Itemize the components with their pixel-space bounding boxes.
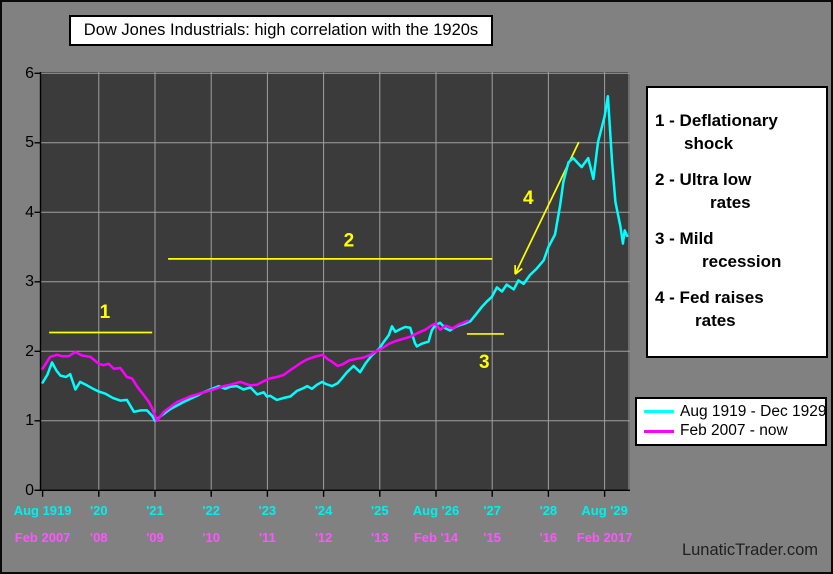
y-tick-label-1: 1	[25, 412, 34, 430]
x-tick-label-2000s-2: '09	[146, 530, 164, 545]
x-tick-label-1920s-4: '23	[258, 503, 277, 518]
series-line-2000s	[41, 319, 470, 423]
x-tick-label-2000s-6: '13	[371, 530, 389, 545]
x-tick-label-1920s-2: '21	[146, 503, 164, 518]
annotation-line1: 3 - Mild	[655, 229, 714, 248]
annotation-item-2: 2 - Ultra low rates	[655, 168, 821, 214]
annotation-line1: 2 - Ultra low	[655, 170, 752, 189]
x-tick-label-1920s-10: Aug '29	[581, 503, 628, 518]
legend-label-1: Aug 1919 - Dec 1929	[680, 402, 827, 420]
y-tick-label-3: 3	[25, 273, 34, 291]
y-tick-label-0: 0	[25, 481, 34, 499]
watermark: LunaticTrader.com	[681, 541, 818, 559]
chart-title-box: Dow Jones Industrials: high correlation …	[69, 15, 493, 46]
x-tick-label-1920s-8: '27	[483, 503, 501, 518]
legend-swatch-1	[644, 410, 674, 414]
legend-row-2: Feb 2007 - now	[644, 422, 821, 440]
chart-title: Dow Jones Industrials: high correlation …	[83, 21, 479, 39]
x-tick-label-2000s-1: '08	[90, 530, 108, 545]
y-tick-label-4: 4	[25, 203, 34, 221]
annotation-line2: rates	[710, 193, 751, 212]
x-tick-label-2000s-4: '11	[258, 530, 276, 545]
x-tick-label-1920s-5: '24	[314, 503, 333, 518]
annotation-line2: shock	[684, 134, 734, 153]
x-tick-label-2000s-9: '16	[539, 530, 558, 545]
annotation-line1: 1 - Deflationary	[655, 111, 778, 130]
x-tick-label-1920s-3: '22	[202, 503, 220, 518]
annotation-line2: recession	[702, 252, 782, 271]
legend-swatch-2	[644, 429, 674, 433]
annotation-item-1: 1 - Deflationary shock	[655, 109, 821, 155]
callout-arrowhead-4	[514, 267, 523, 275]
annotation-item-3: 3 - Mild recession	[655, 227, 821, 273]
x-tick-label-1920s-6: '25	[371, 503, 389, 518]
y-tick-label-6: 6	[25, 64, 34, 82]
callout-number-2: 2	[344, 231, 355, 252]
callout-number-4: 4	[523, 188, 534, 209]
x-tick-label-2000s-8: '15	[483, 530, 501, 545]
legend-label-2: Feb 2007 - now	[680, 422, 788, 440]
x-tick-label-2000s-0: Feb 2007	[14, 530, 71, 545]
annotation-item-4: 4 - Fed raises rates	[655, 286, 821, 332]
x-tick-label-2000s-3: '10	[202, 530, 220, 545]
x-tick-label-1920s-9: '28	[539, 503, 558, 518]
legend-row-1: Aug 1919 - Dec 1929	[644, 403, 827, 421]
x-tick-label-2000s-7: Feb '14	[413, 530, 459, 545]
x-tick-label-2000s-10: Feb 2017	[576, 530, 633, 545]
y-tick-label-2: 2	[25, 342, 34, 360]
x-tick-label-1920s-0: Aug 1919	[13, 503, 72, 518]
x-tick-label-2000s-5: '12	[314, 530, 333, 545]
plot-area	[40, 72, 630, 491]
callout-number-3: 3	[479, 352, 490, 373]
callout-number-1: 1	[100, 302, 111, 323]
annotation-line2: rates	[695, 311, 736, 330]
x-tick-label-1920s-7: Aug '26	[412, 503, 460, 518]
x-tick-label-1920s-1: '20	[90, 503, 108, 518]
annotation-legend-box: 1 - Deflationary shock 2 - Ultra low rates 3…	[646, 86, 828, 358]
series-legend: Aug 1919 - Dec 1929 Feb 2007 - now	[635, 397, 827, 446]
series-line-1920s	[41, 94, 629, 423]
y-tick-label-5: 5	[25, 134, 34, 152]
annotation-line1: 4 - Fed raises	[655, 288, 764, 307]
